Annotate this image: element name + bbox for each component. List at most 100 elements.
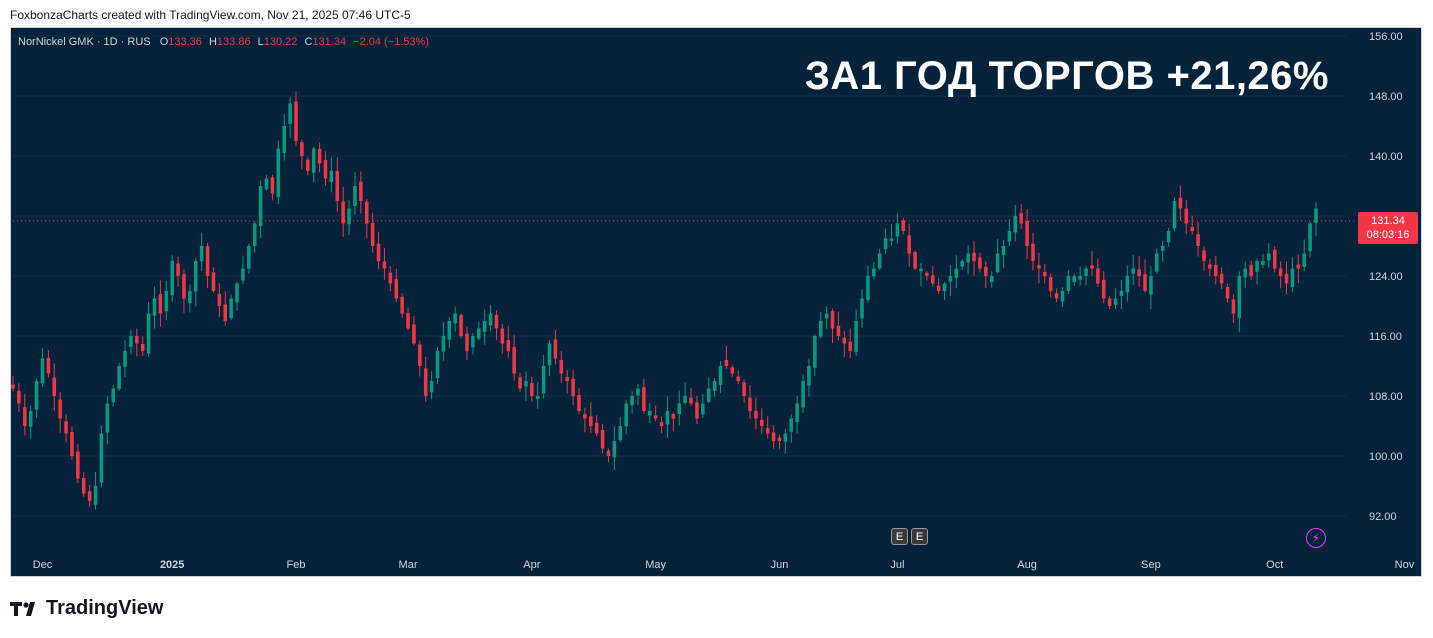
candle-body[interactable] <box>1060 291 1065 302</box>
candle-body[interactable] <box>606 450 611 456</box>
candle-body[interactable] <box>388 272 393 284</box>
candle-body[interactable] <box>1037 265 1041 269</box>
candle-body[interactable] <box>907 235 911 254</box>
candle-body[interactable] <box>52 377 57 396</box>
candle-body[interactable] <box>1078 276 1082 280</box>
candle-body[interactable] <box>58 399 62 419</box>
symbol-label[interactable]: NorNickel GMK · 1D · RUS <box>18 36 151 48</box>
chart-panel[interactable]: 156.00148.00140.00132.00124.00116.00108.… <box>10 27 1422 577</box>
candle-body[interactable] <box>984 266 988 276</box>
candle-body[interactable] <box>306 159 310 171</box>
candle-body[interactable] <box>1113 298 1118 305</box>
candle-body[interactable] <box>913 252 917 269</box>
candle-body[interactable] <box>948 276 953 282</box>
candle-body[interactable] <box>571 378 575 396</box>
candle-body[interactable] <box>1166 231 1171 243</box>
candle-body[interactable] <box>1107 298 1112 306</box>
candle-body[interactable] <box>530 383 534 396</box>
candle-body[interactable] <box>135 336 139 344</box>
candle-body[interactable] <box>382 261 387 269</box>
candle-body[interactable] <box>300 142 304 156</box>
candle-body[interactable] <box>465 333 469 351</box>
candle-body[interactable] <box>512 346 516 374</box>
candle-body[interactable] <box>783 433 788 442</box>
candle-body[interactable] <box>836 325 841 336</box>
candle-body[interactable] <box>28 411 33 427</box>
candle-body[interactable] <box>553 339 558 359</box>
candle-body[interactable] <box>989 276 994 282</box>
candle-body[interactable] <box>677 403 682 415</box>
candle-body[interactable] <box>364 201 369 224</box>
candle-body[interactable] <box>500 328 505 344</box>
candle-body[interactable] <box>866 276 870 300</box>
candle-body[interactable] <box>211 272 216 291</box>
candle-body[interactable] <box>87 491 92 501</box>
candle-body[interactable] <box>960 261 965 267</box>
candle-body[interactable] <box>966 253 970 263</box>
candle-body[interactable] <box>347 208 351 225</box>
candle-body[interactable] <box>547 343 552 366</box>
earnings-event-marker[interactable]: E <box>891 528 908 545</box>
candle-body[interactable] <box>506 340 511 351</box>
candle-body[interactable] <box>1225 286 1230 299</box>
candle-body[interactable] <box>801 381 805 408</box>
candle-body[interactable] <box>370 223 375 246</box>
candle-body[interactable] <box>412 324 416 344</box>
candle-body[interactable] <box>895 223 900 237</box>
candle-body[interactable] <box>647 411 652 416</box>
candle-body[interactable] <box>730 367 735 374</box>
candle-body[interactable] <box>594 422 599 434</box>
candle-body[interactable] <box>441 336 446 352</box>
tradingview-logo[interactable]: TradingView <box>10 597 163 620</box>
candle-body[interactable] <box>471 336 475 348</box>
candle-body[interactable] <box>724 360 729 366</box>
candle-body[interactable] <box>1143 274 1147 291</box>
candle-body[interactable] <box>671 413 676 419</box>
candle-body[interactable] <box>406 313 410 329</box>
candle-body[interactable] <box>889 238 894 241</box>
candle-body[interactable] <box>1237 276 1242 318</box>
candle-body[interactable] <box>1013 216 1018 233</box>
candle-body[interactable] <box>335 171 340 201</box>
candle-body[interactable] <box>17 390 21 404</box>
candle-body[interactable] <box>1072 276 1077 282</box>
candle-body[interactable] <box>665 411 670 425</box>
candle-body[interactable] <box>276 148 281 198</box>
candle-body[interactable] <box>818 321 823 337</box>
candle-body[interactable] <box>99 433 104 483</box>
candle-body[interactable] <box>1214 264 1218 276</box>
candle-body[interactable] <box>158 294 163 314</box>
candle-body[interactable] <box>1284 273 1289 284</box>
candle-body[interactable] <box>706 388 711 402</box>
candle-body[interactable] <box>1184 208 1189 224</box>
candle-body[interactable] <box>129 336 133 347</box>
candle-body[interactable] <box>152 298 157 316</box>
candle-body[interactable] <box>1267 253 1271 261</box>
candle-body[interactable] <box>170 261 174 296</box>
candle-body[interactable] <box>1101 279 1106 299</box>
candle-body[interactable] <box>883 238 888 250</box>
candle-body[interactable] <box>199 246 204 262</box>
candle-body[interactable] <box>194 261 198 292</box>
candle-body[interactable] <box>936 285 941 291</box>
candle-body[interactable] <box>978 257 982 269</box>
candle-body[interactable] <box>453 313 457 324</box>
candle-body[interactable] <box>901 220 906 231</box>
candle-body[interactable] <box>482 321 487 332</box>
candle-body[interactable] <box>282 126 286 153</box>
candle-body[interactable] <box>765 428 770 434</box>
candle-body[interactable] <box>742 382 746 396</box>
candle-body[interactable] <box>689 397 693 404</box>
candle-body[interactable] <box>830 311 835 329</box>
candle-body[interactable] <box>40 358 45 384</box>
candle-body[interactable] <box>777 437 782 441</box>
candle-body[interactable] <box>64 421 68 434</box>
candle-body[interactable] <box>877 253 882 269</box>
candle-body[interactable] <box>494 314 499 329</box>
candle-body[interactable] <box>954 268 959 278</box>
candle-body[interactable] <box>1196 234 1200 246</box>
candle-body[interactable] <box>1296 264 1301 269</box>
candle-body[interactable] <box>323 159 328 179</box>
candle-body[interactable] <box>712 381 717 391</box>
candle-body[interactable] <box>942 283 947 292</box>
